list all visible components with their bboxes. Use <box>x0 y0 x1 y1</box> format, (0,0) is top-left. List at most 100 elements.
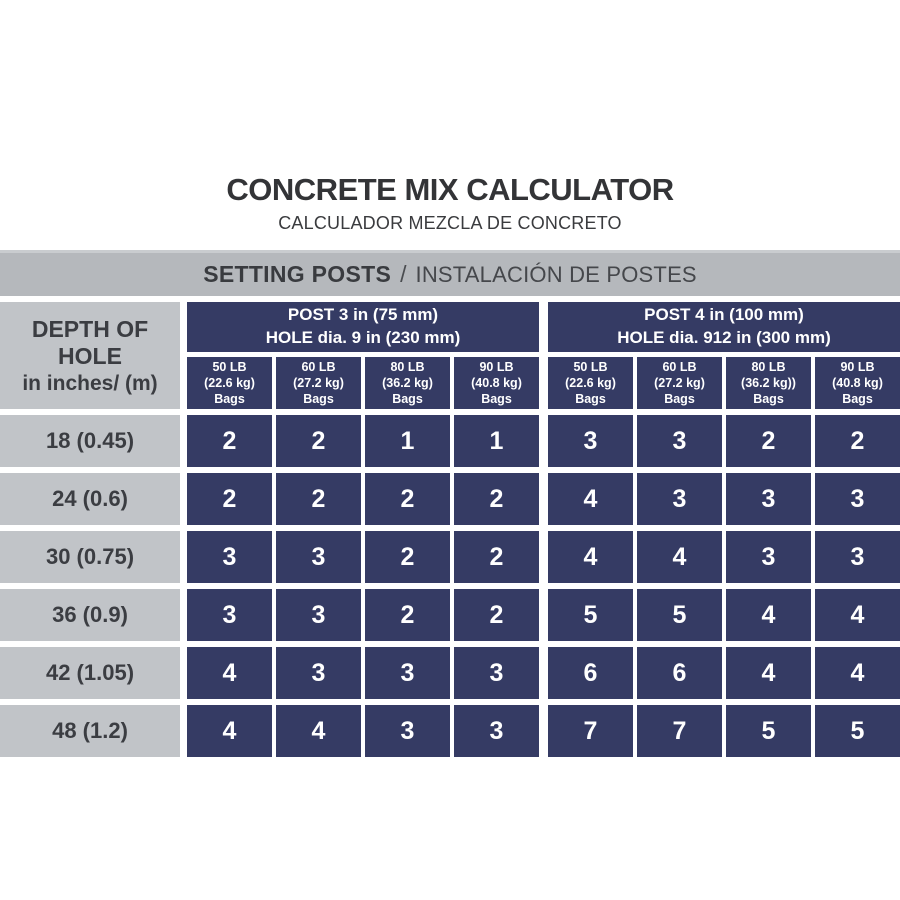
bag-count-cell: 5 <box>548 589 633 641</box>
bag-count-cell: 6 <box>548 647 633 699</box>
bag-count-cell: 4 <box>548 473 633 525</box>
bag-size-line3: Bags <box>214 392 245 407</box>
bag-count-cell: 2 <box>815 415 900 467</box>
depth-label: 18 (0.45) <box>0 415 180 467</box>
post4-values: 4 4 3 3 <box>548 531 900 583</box>
bag-size-line1: 50 LB <box>212 359 247 374</box>
bag-count-cell: 4 <box>637 531 722 583</box>
bag-count-cell: 4 <box>187 705 272 757</box>
bag-size-line1: 90 LB <box>479 359 514 374</box>
section-title-separator: / <box>400 261 407 287</box>
table-row: 18 (0.45) 2 2 1 1 3 3 2 2 <box>0 415 900 467</box>
bag-size-line2: (36.2 kg)) <box>741 375 796 390</box>
depth-header-line2: in inches/ (m) <box>22 371 158 395</box>
bag-size-line1: 90 LB <box>840 359 875 374</box>
bag-count-cell: 3 <box>726 531 811 583</box>
bag-size-line2: (27.2 kg) <box>293 375 344 390</box>
depth-of-hole-header-cell: DEPTH OF HOLE in inches/ (m) <box>0 302 180 409</box>
bag-count-cell: 3 <box>815 473 900 525</box>
post3-values: 3 3 2 2 <box>187 531 539 583</box>
post3-values: 3 3 2 2 <box>187 589 539 641</box>
table-row: 42 (1.05) 4 3 3 3 6 6 4 4 <box>0 647 900 699</box>
post4-values: 7 7 5 5 <box>548 705 900 757</box>
bag-count-cell: 5 <box>637 589 722 641</box>
bag-count-cell: 1 <box>365 415 450 467</box>
bag-size-line2: (40.8 kg) <box>832 375 883 390</box>
post3-values: 2 2 1 1 <box>187 415 539 467</box>
post3-title-line2: HOLE dia. 9 in (230 mm) <box>265 328 461 347</box>
bag-count-cell: 3 <box>815 531 900 583</box>
post4-bag-size-headers: 50 LB (22.6 kg) Bags 60 LB (27.2 kg) Bag… <box>548 357 900 409</box>
section-title-es: INSTALACIÓN DE POSTES <box>415 261 697 287</box>
bag-count-cell: 2 <box>365 531 450 583</box>
post3-values: 2 2 2 2 <box>187 473 539 525</box>
bag-count-cell: 2 <box>187 473 272 525</box>
bag-count-cell: 2 <box>365 589 450 641</box>
bag-count-cell: 3 <box>548 415 633 467</box>
post4-values: 4 3 3 3 <box>548 473 900 525</box>
bag-size-header-cell: 60 LB (27.2 kg) Bags <box>276 357 361 409</box>
depth-label: 36 (0.9) <box>0 589 180 641</box>
table-header: DEPTH OF HOLE in inches/ (m) POST 3 in (… <box>0 302 900 409</box>
bag-size-header-cell: 90 LB (40.8 kg) Bags <box>454 357 539 409</box>
bag-count-cell: 1 <box>454 415 539 467</box>
bag-count-cell: 2 <box>276 473 361 525</box>
bag-count-cell: 3 <box>454 705 539 757</box>
bag-count-cell: 5 <box>815 705 900 757</box>
bag-count-cell: 3 <box>637 415 722 467</box>
bag-size-line2: (22.6 kg) <box>565 375 616 390</box>
column-headers: POST 3 in (75 mm) HOLE dia. 9 in (230 mm… <box>187 302 900 409</box>
post4-title-line2: HOLE dia. 912 in (300 mm) <box>617 328 831 347</box>
bag-count-cell: 6 <box>637 647 722 699</box>
table-row: 30 (0.75) 3 3 2 2 4 4 3 3 <box>0 531 900 583</box>
bag-count-cell: 4 <box>815 589 900 641</box>
post4-values: 5 5 4 4 <box>548 589 900 641</box>
depth-label: 42 (1.05) <box>0 647 180 699</box>
bag-size-line1: 80 LB <box>390 359 425 374</box>
bag-size-line2: (40.8 kg) <box>471 375 522 390</box>
section-banner: SETTING POSTS / INSTALACIÓN DE POSTES <box>0 250 900 296</box>
bag-count-cell: 4 <box>276 705 361 757</box>
post4-values: 6 6 4 4 <box>548 647 900 699</box>
bag-size-header-cell: 80 LB (36.2 kg)) Bags <box>726 357 811 409</box>
bag-count-cell: 2 <box>276 415 361 467</box>
bag-count-cell: 2 <box>726 415 811 467</box>
post3-values: 4 3 3 3 <box>187 647 539 699</box>
bag-count-cell: 7 <box>637 705 722 757</box>
post-group-titles: POST 3 in (75 mm) HOLE dia. 9 in (230 mm… <box>187 302 900 352</box>
bag-count-cell: 3 <box>276 589 361 641</box>
bag-size-headers: 50 LB (22.6 kg) Bags 60 LB (27.2 kg) Bag… <box>187 357 900 409</box>
bag-count-cell: 3 <box>276 531 361 583</box>
depth-label: 30 (0.75) <box>0 531 180 583</box>
bag-count-cell: 2 <box>454 473 539 525</box>
depth-header-line1: DEPTH OF HOLE <box>31 315 149 369</box>
bag-size-line1: 80 LB <box>751 359 786 374</box>
bag-count-cell: 5 <box>726 705 811 757</box>
bag-count-cell: 2 <box>454 589 539 641</box>
bag-count-cell: 3 <box>365 647 450 699</box>
post3-bag-size-headers: 50 LB (22.6 kg) Bags 60 LB (27.2 kg) Bag… <box>187 357 539 409</box>
table-row: 36 (0.9) 3 3 2 2 5 5 4 4 <box>0 589 900 641</box>
bag-size-line2: (36.2 kg) <box>382 375 433 390</box>
bag-size-line3: Bags <box>753 392 784 407</box>
page-subtitle: CALCULADOR MEZCLA DE CONCRETO <box>278 213 622 233</box>
bag-count-cell: 2 <box>365 473 450 525</box>
bag-size-line3: Bags <box>392 392 423 407</box>
bag-size-line2: (27.2 kg) <box>654 375 705 390</box>
bag-count-cell: 4 <box>726 647 811 699</box>
bag-count-cell: 3 <box>187 531 272 583</box>
bag-size-header-cell: 50 LB (22.6 kg) Bags <box>187 357 272 409</box>
bag-count-cell: 3 <box>187 589 272 641</box>
bag-count-cell: 4 <box>726 589 811 641</box>
bag-count-cell: 4 <box>815 647 900 699</box>
post4-values: 3 3 2 2 <box>548 415 900 467</box>
table-row: 48 (1.2) 4 4 3 3 7 7 5 5 <box>0 705 900 757</box>
table-row: 24 (0.6) 2 2 2 2 4 3 3 3 <box>0 473 900 525</box>
bag-size-line3: Bags <box>575 392 606 407</box>
bag-size-header-cell: 90 LB (40.8 kg) Bags <box>815 357 900 409</box>
bag-count-cell: 4 <box>548 531 633 583</box>
depth-label: 48 (1.2) <box>0 705 180 757</box>
bag-count-cell: 3 <box>726 473 811 525</box>
bag-size-line3: Bags <box>664 392 695 407</box>
bag-count-cell: 3 <box>276 647 361 699</box>
